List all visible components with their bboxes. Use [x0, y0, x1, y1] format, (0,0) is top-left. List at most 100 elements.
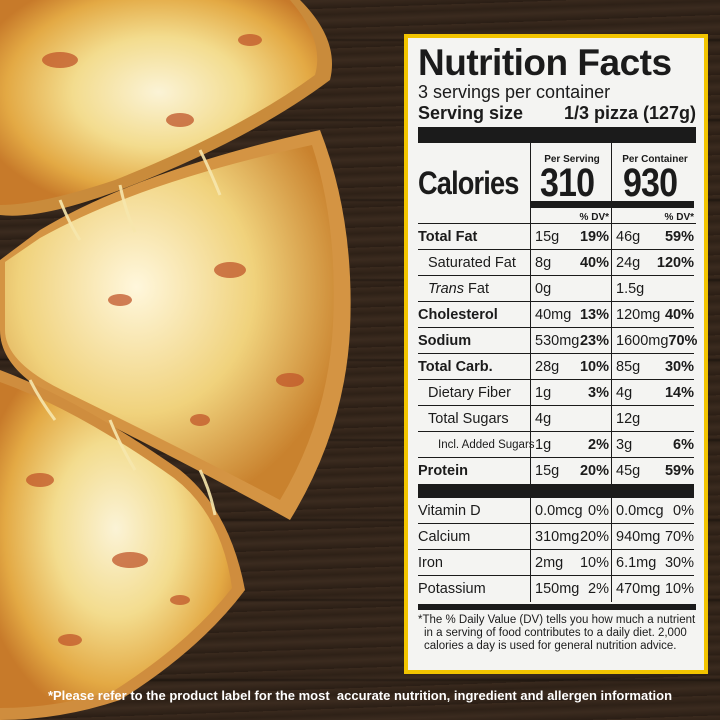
amount-per-container: 85g — [616, 358, 641, 375]
calories-per-serving: 310 — [540, 161, 595, 205]
dv-header-serving: % DV* — [579, 212, 609, 223]
calories-row: Calories 310 930 — [418, 161, 696, 205]
nutrient-row-protein: Protein 15g 20% 45g 59% — [418, 458, 696, 484]
dv-per-serving: 10% — [579, 358, 609, 375]
dv-per-container: 14% — [664, 384, 694, 401]
amount-per-container: 120mg — [616, 306, 661, 323]
mineral-label: Vitamin D — [418, 498, 530, 524]
dv-per-container: 10% — [664, 581, 694, 597]
amount-per-serving: 28g — [535, 358, 560, 375]
dv-per-container: 40% — [664, 306, 694, 323]
serving-size: Serving size 1/3 pizza (127g) — [418, 102, 696, 124]
dv-per-container: 6% — [673, 436, 694, 453]
amount-per-container: 1600mg — [616, 332, 669, 349]
dv-per-serving: 40% — [579, 254, 609, 271]
amount-per-serving: 0.0mcg — [535, 502, 583, 519]
nutrient-label: Protein — [418, 463, 468, 479]
dv-per-serving: 20% — [579, 463, 609, 479]
dv-per-container: 30% — [664, 358, 694, 375]
nutrient-row-total-sugars: Total Sugars 4g 12g — [418, 406, 696, 432]
per-container-header: Per Container — [622, 154, 688, 165]
bottom-divider — [418, 604, 696, 610]
dv-per-container: 70% — [664, 528, 694, 545]
nutrition-table: Per Serving Per Container Calories 310 9… — [418, 143, 698, 602]
dv-per-container: 70% — [668, 332, 698, 349]
mineral-label: Iron — [418, 550, 530, 576]
nutrient-row-cholesterol: Cholesterol 40mg 13% 120mg 40% — [418, 302, 696, 328]
dv-per-serving: 0% — [588, 502, 609, 519]
dv-per-serving: 19% — [579, 228, 609, 245]
dv-per-serving: 10% — [579, 554, 609, 571]
per-serving-header: Per Serving — [544, 154, 600, 165]
mineral-row-iron: Iron 2mg 10% 6.1mg 30% — [418, 550, 696, 576]
amount-per-container: 3g — [616, 436, 633, 453]
mineral-label: Potassium — [418, 581, 486, 597]
mineral-row-calcium: Calcium 310mg 20% 940mg 70% — [418, 524, 696, 550]
amount-per-container: 470mg — [616, 581, 661, 597]
amount-per-container: 12g — [616, 410, 641, 427]
amount-per-container: 6.1mg — [616, 554, 657, 571]
amount-per-serving: 40mg — [535, 306, 572, 323]
dv-per-serving: 2% — [588, 436, 609, 453]
nutrient-label: Cholesterol — [418, 302, 530, 328]
dv-per-serving: 13% — [579, 306, 609, 323]
dv-footnote: *The % Daily Value (DV) tells you how mu… — [418, 610, 696, 653]
product-label-disclaimer: *Please refer to the product label for t… — [47, 688, 673, 703]
nutrient-row-dietary-fiber: Dietary Fiber 1g 3% 4g 14% — [418, 380, 696, 406]
serving-size-value: 1/3 pizza (127g) — [563, 103, 696, 123]
nutrient-label: Dietary Fiber — [418, 380, 530, 406]
amount-per-serving: 2mg — [535, 554, 564, 571]
nutrient-row-added-sugars: Incl. Added Sugars 1g 2% 3g 6% — [418, 432, 696, 458]
pizza-photo — [0, 0, 351, 720]
nutrient-row-trans-fat: Trans Fat 0g 1.5g — [418, 276, 696, 302]
nutrition-facts-title: Nutrition Facts — [418, 42, 672, 83]
dv-per-container: 0% — [673, 502, 694, 519]
amount-per-serving: 0g — [535, 280, 552, 297]
amount-per-container: 4g — [616, 384, 633, 401]
calories-label: Calories — [418, 165, 519, 201]
footnote-line-3: calories a day is used for general nutri… — [424, 640, 677, 652]
thick-divider-minerals — [418, 484, 696, 498]
nutrient-row-sodium: Sodium 530mg 23% 1600mg 70% — [418, 328, 698, 354]
dv-per-serving: 2% — [588, 581, 609, 597]
amount-per-container: 45g — [616, 463, 641, 479]
nutrient-label: Sodium — [418, 328, 530, 354]
mineral-row-vitamin-d: Vitamin D 0.0mcg 0% 0.0mcg 0% — [418, 498, 696, 524]
nutrient-label: Incl. Added Sugars — [418, 432, 535, 458]
dv-per-container: 59% — [664, 228, 694, 245]
dv-per-container: 120% — [656, 254, 694, 271]
mineral-label: Calcium — [418, 524, 530, 550]
dv-header-container: % DV* — [664, 212, 694, 223]
thick-divider — [418, 127, 696, 143]
amount-per-container: 0.0mcg — [616, 502, 664, 519]
amount-per-serving: 1g — [535, 436, 552, 453]
calories-per-container: 930 — [623, 161, 678, 205]
amount-per-serving: 4g — [535, 410, 552, 427]
nutrient-label: Total Carb. — [418, 354, 530, 380]
dv-per-container: 30% — [664, 554, 694, 571]
nutrient-label: Total Fat — [418, 224, 530, 250]
trans-italic: Trans — [428, 280, 464, 297]
amount-per-serving: 530mg — [535, 332, 580, 349]
serving-size-label: Serving size — [418, 103, 524, 123]
footnote-line-1: *The % Daily Value (DV) tells you how mu… — [418, 614, 696, 626]
nutrient-row-total-carb: Total Carb. 28g 10% 85g 30% — [418, 354, 696, 380]
dv-per-serving: 20% — [579, 528, 609, 545]
amount-per-container: 1.5g — [616, 280, 645, 297]
dv-per-serving: 23% — [579, 332, 609, 349]
nutrient-label: Saturated Fat — [418, 250, 530, 276]
nutrient-row-saturated-fat: Saturated Fat 8g 40% 24g 120% — [418, 250, 696, 276]
footnote-line-2: in a serving of food contributes to a da… — [424, 627, 687, 639]
nutrient-label: Trans Fat — [418, 276, 530, 302]
dv-per-serving: 3% — [588, 384, 609, 401]
medium-divider — [418, 201, 696, 208]
amount-per-serving: 150mg — [535, 581, 580, 597]
mineral-row-potassium: Potassium 150mg 2% 470mg 10% — [418, 576, 696, 602]
amount-per-serving: 15g — [535, 463, 560, 479]
amount-per-serving: 1g — [535, 384, 552, 401]
amount-per-serving: 8g — [535, 254, 552, 271]
trans-rest: Fat — [464, 280, 489, 297]
amount-per-container: 24g — [616, 254, 641, 271]
nutrient-label: Total Sugars — [418, 406, 530, 432]
amount-per-container: 940mg — [616, 528, 661, 545]
